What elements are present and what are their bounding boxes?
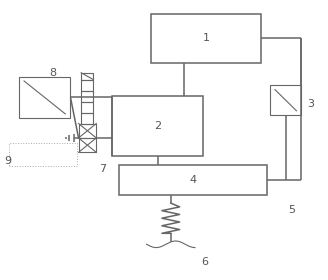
Text: 6: 6 (201, 257, 208, 267)
Text: 1: 1 (202, 33, 209, 43)
Text: 3: 3 (307, 99, 314, 109)
Bar (81, 73, 93, 80)
Bar (81, 80, 93, 91)
Text: 2: 2 (154, 121, 161, 131)
Bar (151, 14, 261, 63)
Text: 4: 4 (190, 175, 196, 185)
Bar (81, 91, 93, 102)
Text: 9: 9 (4, 156, 11, 165)
Bar (9, 143, 77, 166)
Bar (119, 165, 267, 195)
Bar (81, 102, 93, 113)
Text: 5: 5 (288, 205, 295, 215)
Text: 8: 8 (49, 68, 56, 78)
Bar (270, 85, 301, 115)
Text: 7: 7 (99, 164, 106, 174)
Bar (81, 113, 93, 123)
Bar (78, 138, 96, 152)
Bar (113, 96, 203, 157)
Bar (78, 123, 96, 138)
Bar (19, 77, 71, 118)
